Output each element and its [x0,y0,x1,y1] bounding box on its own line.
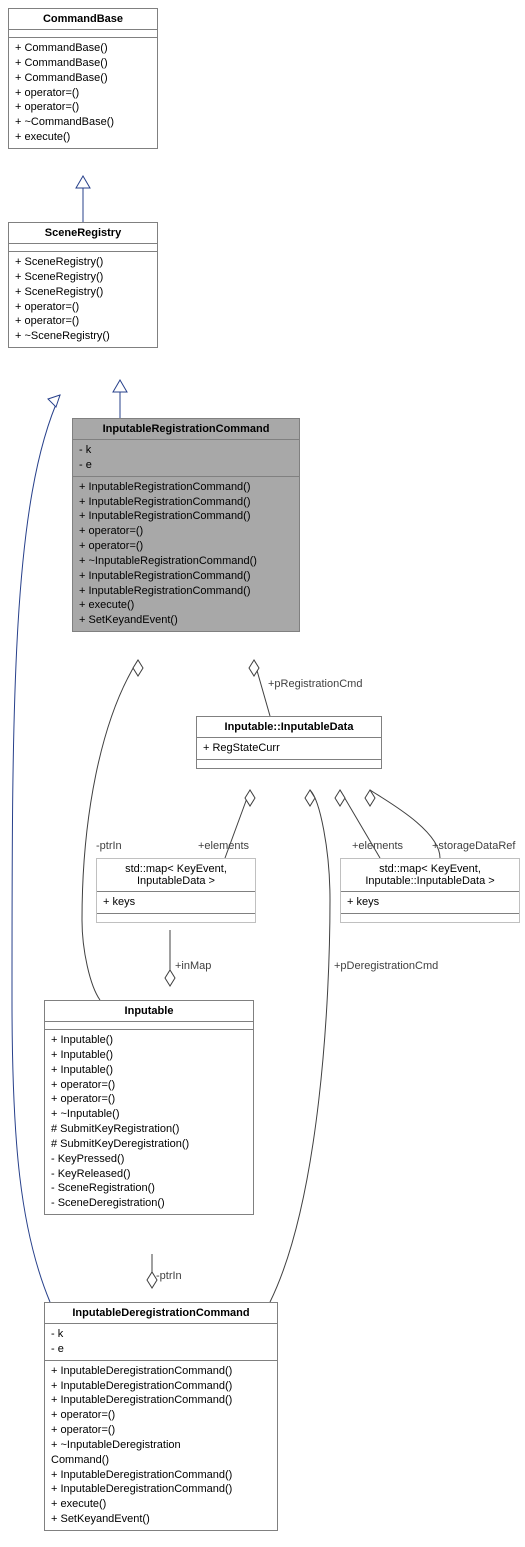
operation: + ~Inputable() [51,1107,247,1122]
class-title: std::map< KeyEvent,InputableData > [97,859,255,892]
class-attributes [9,244,157,252]
operation: + SceneRegistry() [15,285,151,300]
uml-class-InputableRegistrationCommand[interactable]: InputableRegistrationCommand- k- e+ Inpu… [72,418,300,632]
operation: + InputableRegistrationCommand() [79,495,293,510]
class-operations: + CommandBase()+ CommandBase()+ CommandB… [9,38,157,148]
class-attributes: + keys [97,892,255,914]
class-attributes: - k- e [73,440,299,477]
class-attributes: + RegStateCurr [197,738,381,760]
operation: + operator=() [15,100,151,115]
operation: + operator=() [51,1408,271,1423]
operation: - KeyReleased() [51,1167,247,1182]
operation: + ~InputableDeregistration [51,1438,271,1453]
operation: + operator=() [79,539,293,554]
class-title: std::map< KeyEvent,Inputable::InputableD… [341,859,519,892]
class-operations [341,914,519,922]
operation: + operator=() [15,314,151,329]
operation: + InputableDeregistrationCommand() [51,1393,271,1408]
class-attributes [45,1022,253,1030]
operation: + SetKeyandEvent() [51,1512,271,1527]
operation: + operator=() [51,1423,271,1438]
operation: # SubmitKeyRegistration() [51,1122,247,1137]
operation: + CommandBase() [15,56,151,71]
edge-label: +elements [198,840,249,852]
class-title: SceneRegistry [9,223,157,244]
class-attributes [9,30,157,38]
operation: + Inputable() [51,1033,247,1048]
uml-class-CommandBase[interactable]: CommandBase+ CommandBase()+ CommandBase(… [8,8,158,149]
association-edge [82,660,138,1000]
operation: + ~CommandBase() [15,115,151,130]
class-operations: + SceneRegistry()+ SceneRegistry()+ Scen… [9,252,157,347]
attribute: - e [51,1342,271,1357]
operation: - SceneRegistration() [51,1181,247,1196]
edge-label: +inMap [175,960,211,972]
uml-class-MapKeyEventInputableData[interactable]: std::map< KeyEvent,InputableData >+ keys [96,858,256,923]
operation: + Inputable() [51,1048,247,1063]
operation: + operator=() [15,300,151,315]
operation: + execute() [79,598,293,613]
operation: + ~SceneRegistry() [15,329,151,344]
edge-label: +pDeregistrationCmd [334,960,438,972]
operation: + InputableDeregistrationCommand() [51,1468,271,1483]
class-attributes: - k- e [45,1324,277,1361]
uml-class-SceneRegistry[interactable]: SceneRegistry+ SceneRegistry()+ SceneReg… [8,222,158,348]
operation: + operator=() [51,1092,247,1107]
class-title: InputableRegistrationCommand [73,419,299,440]
class-title: Inputable [45,1001,253,1022]
operation: + InputableRegistrationCommand() [79,584,293,599]
operation: + operator=() [79,524,293,539]
operation: + CommandBase() [15,41,151,56]
edge-label: +pRegistrationCmd [268,678,362,690]
edge-label: -ptrIn [96,840,122,852]
operation: + execute() [51,1497,271,1512]
uml-class-InputableDeregistrationCommand[interactable]: InputableDeregistrationCommand- k- e+ In… [44,1302,278,1531]
operation: + InputableDeregistrationCommand() [51,1482,271,1497]
class-operations: + InputableRegistrationCommand()+ Inputa… [73,477,299,631]
edge-label: -ptrIn [156,1270,182,1282]
uml-class-InputableData[interactable]: Inputable::InputableData+ RegStateCurr [196,716,382,769]
operation: + execute() [15,130,151,145]
operation: + InputableDeregistrationCommand() [51,1364,271,1379]
class-title: CommandBase [9,9,157,30]
operation: + ~InputableRegistrationCommand() [79,554,293,569]
association-edge [270,790,330,1302]
class-attributes: + keys [341,892,519,914]
operation: + operator=() [51,1078,247,1093]
operation: + SetKeyandEvent() [79,613,293,628]
operation: + InputableRegistrationCommand() [79,569,293,584]
operation: + Inputable() [51,1063,247,1078]
edge-label: +elements [352,840,403,852]
class-operations: + InputableDeregistrationCommand()+ Inpu… [45,1361,277,1530]
edge-label: +storageDataRef [432,840,515,852]
attribute: + RegStateCurr [203,741,375,756]
attribute: - k [79,443,293,458]
attribute: + keys [347,895,513,910]
attribute: - k [51,1327,271,1342]
operation: + CommandBase() [15,71,151,86]
uml-class-Inputable[interactable]: Inputable+ Inputable()+ Inputable()+ Inp… [44,1000,254,1215]
class-operations [197,760,381,768]
operation: # SubmitKeyDeregistration() [51,1137,247,1152]
operation: + SceneRegistry() [15,255,151,270]
operation: + InputableRegistrationCommand() [79,480,293,495]
attribute: + keys [103,895,249,910]
operation: + InputableRegistrationCommand() [79,509,293,524]
class-title: Inputable::InputableData [197,717,381,738]
class-operations [97,914,255,922]
uml-class-MapKeyEventInputableInputableData[interactable]: std::map< KeyEvent,Inputable::InputableD… [340,858,520,923]
class-operations: + Inputable()+ Inputable()+ Inputable()+… [45,1030,253,1214]
operation: + InputableDeregistrationCommand() [51,1379,271,1394]
operation: Command() [51,1453,271,1468]
class-title: InputableDeregistrationCommand [45,1303,277,1324]
operation: + SceneRegistry() [15,270,151,285]
attribute: - e [79,458,293,473]
operation: + operator=() [15,86,151,101]
operation: - KeyPressed() [51,1152,247,1167]
operation: - SceneDeregistration() [51,1196,247,1211]
